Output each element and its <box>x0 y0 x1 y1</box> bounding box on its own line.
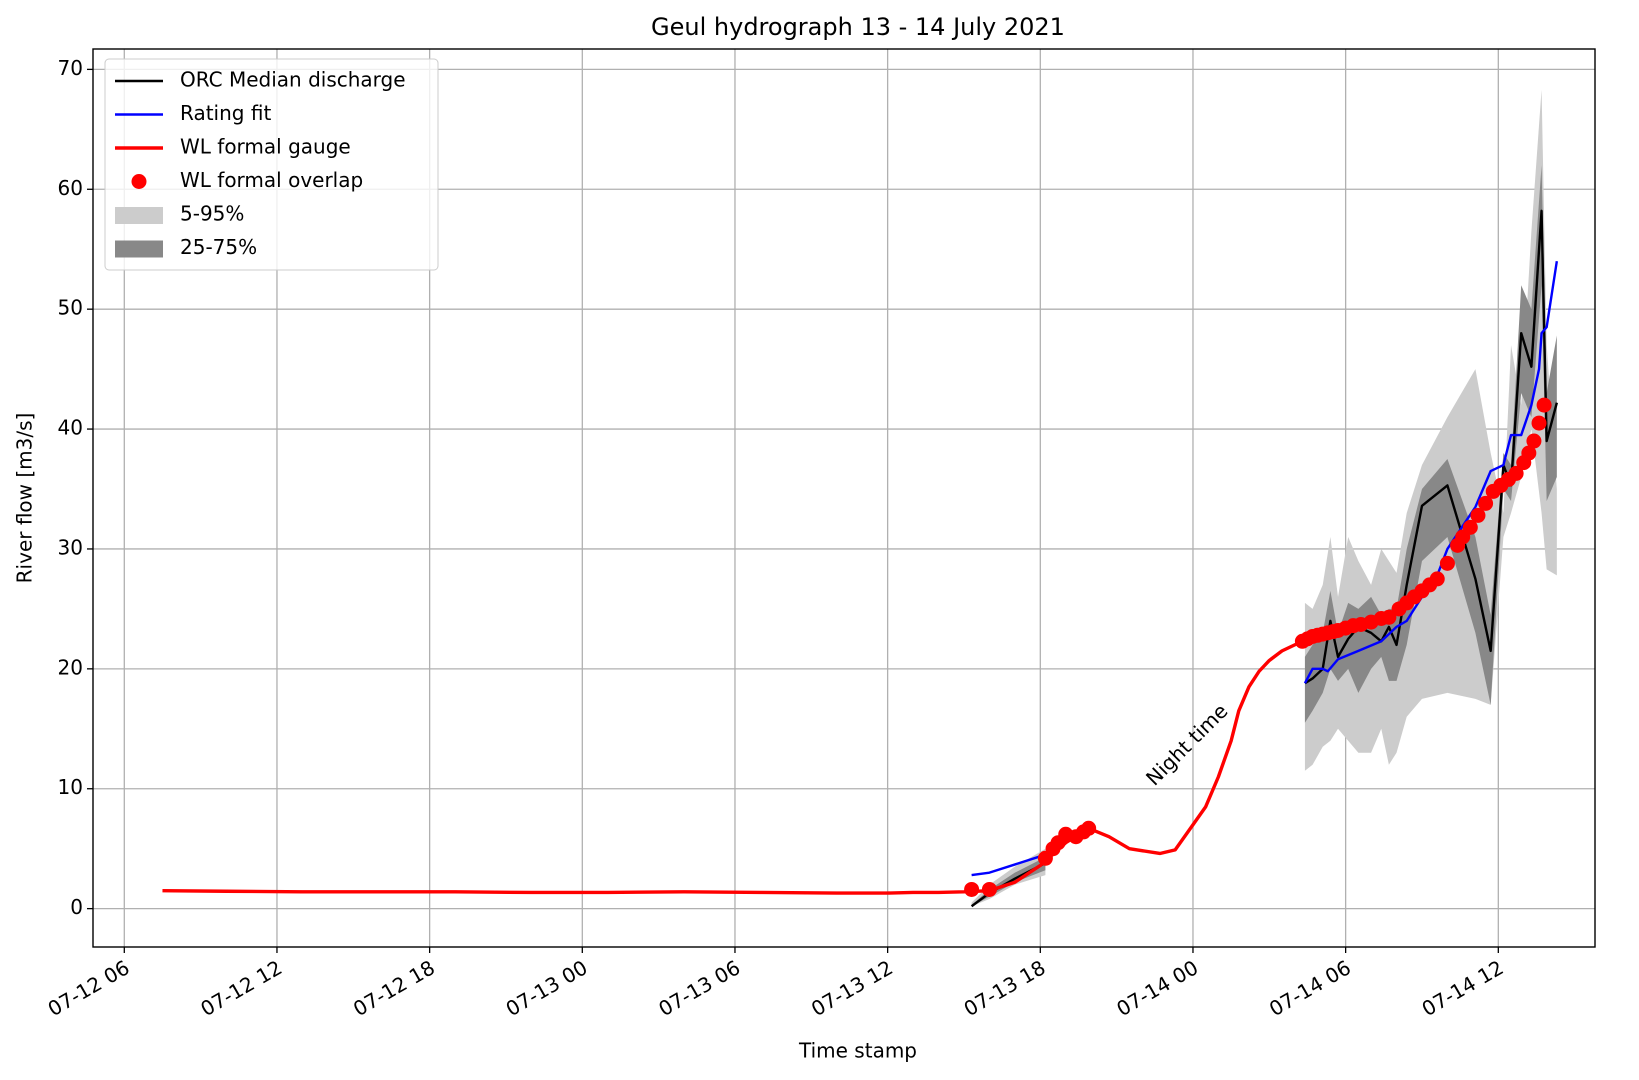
marker <box>981 881 997 897</box>
marker <box>1470 507 1486 523</box>
marker <box>1081 820 1097 836</box>
x-tick-label: 07-14 00 <box>1112 955 1202 1021</box>
x-tick-label: 07-14 06 <box>1265 955 1355 1021</box>
legend: ORC Median discharge Rating fit WL formal … <box>104 58 439 271</box>
y-axis-label: River flow [m3/s] <box>13 413 37 584</box>
band <box>971 89 1557 907</box>
y-tick-label: 40 <box>58 416 83 440</box>
marker <box>1521 445 1537 461</box>
legend-label: WL formal overlap <box>180 168 363 192</box>
x-tick-label: 07-13 06 <box>654 955 744 1021</box>
legend-patch <box>115 207 163 224</box>
y-tick-label: 50 <box>58 296 83 320</box>
y-tick-label: 20 <box>58 655 83 679</box>
marker <box>1439 555 1455 571</box>
x-tick-label: 07-12 06 <box>44 955 134 1021</box>
marker <box>1478 495 1494 511</box>
line <box>970 209 1558 908</box>
y-tick-label: 10 <box>58 775 83 799</box>
plot-area <box>162 89 1559 908</box>
marker <box>1429 571 1445 587</box>
marker <box>1531 415 1547 431</box>
legend-marker <box>131 174 147 189</box>
x-tick-label: 07-13 00 <box>502 955 592 1021</box>
legend-patch <box>115 240 163 258</box>
chart-title: Geul hydrograph 13 - 14 July 2021 <box>651 13 1065 41</box>
marker <box>1526 433 1542 449</box>
y-tick-label: 70 <box>58 56 83 80</box>
legend-box <box>104 58 439 271</box>
x-tick-label: 07-12 12 <box>196 955 286 1021</box>
x-tick-label: 07-14 12 <box>1418 955 1508 1021</box>
marker <box>964 881 980 897</box>
y-tick-label: 0 <box>70 895 83 919</box>
legend-label: WL formal gauge <box>180 135 351 159</box>
x-axis-label: Time stamp <box>798 1039 917 1063</box>
marker <box>1381 609 1397 625</box>
band <box>971 165 1557 907</box>
x-tick-label: 07-12 18 <box>349 955 439 1021</box>
legend-label: ORC Median discharge <box>180 68 406 92</box>
marker <box>1536 397 1552 413</box>
x-tick-label: 07-13 18 <box>960 955 1050 1021</box>
y-tick-label: 30 <box>58 535 83 559</box>
legend-label: Rating fit <box>180 101 271 125</box>
marker <box>1508 465 1524 481</box>
y-tick-label: 60 <box>58 176 83 200</box>
legend-label: 25-75% <box>180 235 257 259</box>
axes-frame <box>92 48 1596 948</box>
legend-label: 5-95% <box>180 202 244 226</box>
marker <box>1462 519 1478 535</box>
line <box>162 639 1304 895</box>
x-tick-label: 07-13 12 <box>807 955 897 1021</box>
